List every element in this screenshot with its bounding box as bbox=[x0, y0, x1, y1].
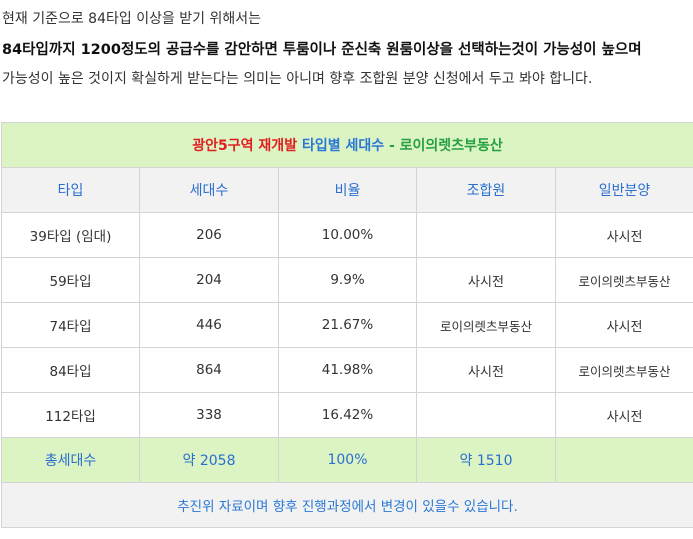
table-header-row: 타입 세대수 비율 조합원 일반분양 bbox=[1, 167, 693, 213]
row-member: 사시전 bbox=[416, 347, 556, 393]
table-row: 59타입 204 9.9% 사시전 로이의렛츠부동산 bbox=[1, 257, 693, 303]
row-general: 로이의렛츠부동산 bbox=[554, 257, 693, 303]
row-ratio: 16.42% bbox=[278, 392, 417, 438]
table-row: 112타입 338 16.42% 사시전 bbox=[1, 392, 693, 438]
table-row: 39타입 (임대) 206 10.00% 사시전 bbox=[1, 212, 693, 258]
table-title-row: 광안5구역 재개발 타입별 세대수 - 로이의렛츠부동산 bbox=[0, 122, 693, 168]
row-type: 84타입 bbox=[1, 347, 140, 393]
row-general: 사시전 bbox=[554, 302, 693, 348]
row-member bbox=[416, 212, 556, 258]
row-type: 39타입 (임대) bbox=[1, 212, 140, 258]
row-ratio: 9.9% bbox=[278, 257, 417, 303]
row-ratio: 21.67% bbox=[278, 302, 417, 348]
total-units: 약 2058 bbox=[139, 437, 279, 483]
header-general: 일반분양 bbox=[554, 167, 693, 213]
header-type: 타입 bbox=[1, 167, 140, 213]
table-total-row: 총세대수 약 2058 100% 약 1510 bbox=[1, 437, 693, 483]
intro-line-2: 84타입까지 1200정도의 공급수를 감안하면 투룸이나 준신축 원룸이상을 … bbox=[2, 42, 642, 58]
row-general: 사시전 bbox=[554, 392, 693, 438]
header-units: 세대수 bbox=[139, 167, 279, 213]
title-subject: 타입별 세대수 bbox=[301, 138, 385, 154]
table-title: 광안5구역 재개발 타입별 세대수 - 로이의렛츠부동산 bbox=[0, 122, 693, 168]
intro-line-3: 가능성이 높은 것이지 확실하게 받는다는 의미는 아니며 향후 조합원 분양 … bbox=[2, 71, 593, 87]
table-note: 추진위 자료이며 향후 진행과정에서 변경이 있을수 있습니다. bbox=[0, 482, 693, 528]
total-label: 총세대수 bbox=[1, 437, 140, 483]
row-type: 59타입 bbox=[1, 257, 140, 303]
total-ratio: 100% bbox=[278, 437, 417, 483]
row-type: 112타입 bbox=[1, 392, 140, 438]
title-source: - 로이의렛츠부동산 bbox=[388, 138, 503, 154]
table-row: 84타입 864 41.98% 사시전 로이의렛츠부동산 bbox=[1, 347, 693, 393]
row-general: 사시전 bbox=[554, 212, 693, 258]
row-type: 74타입 bbox=[1, 302, 140, 348]
row-ratio: 41.98% bbox=[278, 347, 417, 393]
table-note-row: 추진위 자료이며 향후 진행과정에서 변경이 있을수 있습니다. bbox=[0, 482, 693, 528]
row-units: 206 bbox=[139, 212, 279, 258]
title-district: 광안5구역 재개발 bbox=[192, 138, 298, 154]
row-ratio: 10.00% bbox=[278, 212, 417, 258]
intro-line-1: 현재 기준으로 84타입 이상을 받기 위해서는 bbox=[2, 11, 262, 27]
table-row: 74타입 446 21.67% 로이의렛츠부동산 사시전 bbox=[1, 302, 693, 348]
row-units: 204 bbox=[139, 257, 279, 303]
row-units: 446 bbox=[139, 302, 279, 348]
row-general: 로이의렛츠부동산 bbox=[554, 347, 693, 393]
total-general bbox=[554, 437, 693, 483]
total-member: 약 1510 bbox=[416, 437, 556, 483]
unit-type-table: 광안5구역 재개발 타입별 세대수 - 로이의렛츠부동산 타입 세대수 비율 조… bbox=[0, 122, 693, 528]
row-member: 로이의렛츠부동산 bbox=[416, 302, 556, 348]
header-member: 조합원 bbox=[416, 167, 556, 213]
row-member bbox=[416, 392, 556, 438]
header-ratio: 비율 bbox=[278, 167, 417, 213]
row-member: 사시전 bbox=[416, 257, 556, 303]
row-units: 864 bbox=[139, 347, 279, 393]
row-units: 338 bbox=[139, 392, 279, 438]
